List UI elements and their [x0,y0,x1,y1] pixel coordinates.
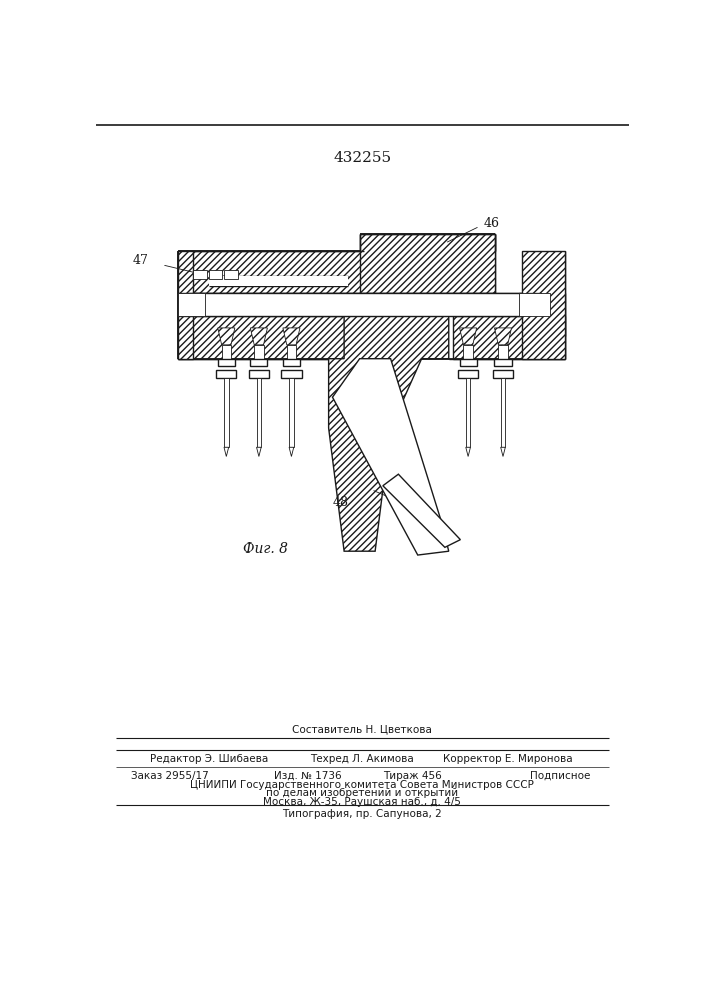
Text: Фиг. 8: Фиг. 8 [243,542,288,556]
Polygon shape [501,447,506,456]
Bar [452,316,565,359]
Bar [177,293,522,316]
Text: 46: 46 [484,217,500,230]
Bar [281,370,301,378]
Bar [289,378,293,447]
Text: 47: 47 [133,254,149,267]
Bar [255,345,264,359]
Bar [466,378,470,447]
Text: Изд. № 1736: Изд. № 1736 [274,771,342,781]
Bar [522,251,565,359]
Bar [494,359,512,366]
Text: ЦНИИПИ Государственного комитета Совета Министров СССР: ЦНИИПИ Государственного комитета Совета … [190,780,534,790]
Bar [501,378,506,447]
Polygon shape [218,328,235,345]
Bar [209,270,223,279]
Text: Тираж 456: Тираж 456 [383,771,442,781]
Polygon shape [187,293,203,303]
Text: Москва, Ж-35, Раушская наб., д. 4/5: Москва, Ж-35, Раушская наб., д. 4/5 [263,797,461,807]
Text: Составитель Н. Цветкова: Составитель Н. Цветкова [292,724,432,734]
Bar [177,251,360,293]
Bar [360,274,495,293]
Text: Подписное: Подписное [530,771,590,781]
Bar [360,234,495,274]
Bar [177,251,193,359]
Text: Типография, пр. Сапунова, 2: Типография, пр. Сапунова, 2 [282,809,442,819]
Bar [464,345,473,359]
Bar [518,293,549,316]
Bar [498,345,508,359]
Bar [257,378,261,447]
Text: по делам изобретений и открытий: по делам изобретений и открытий [266,788,458,798]
Text: Заказ 2955/17: Заказ 2955/17 [131,771,209,781]
Polygon shape [257,447,261,456]
Bar [177,293,193,336]
Bar [218,359,235,366]
Polygon shape [250,328,267,345]
Polygon shape [494,328,512,345]
Polygon shape [466,447,470,456]
Bar [283,359,300,366]
Bar [209,276,348,286]
Bar [224,270,238,279]
Bar [177,293,204,316]
Polygon shape [224,447,228,456]
Bar [458,370,478,378]
Bar [193,270,207,279]
Text: Корректор Е. Миронова: Корректор Е. Миронова [443,754,573,764]
Polygon shape [460,328,477,345]
Bar [250,359,267,366]
Polygon shape [383,474,460,547]
Bar [249,370,269,378]
Bar [222,345,231,359]
Text: Техред Л. Акимова: Техред Л. Акимова [310,754,414,764]
Polygon shape [360,234,495,293]
Bar [287,345,296,359]
Polygon shape [177,251,363,293]
Polygon shape [329,316,449,551]
Bar [518,293,565,336]
Bar [216,370,236,378]
Bar [460,359,477,366]
Bar [224,378,228,447]
Polygon shape [332,359,449,555]
Bar [177,316,363,359]
Text: 48: 48 [332,496,349,509]
Polygon shape [289,447,293,456]
Text: 432255: 432255 [334,151,392,165]
Bar [493,370,513,378]
Polygon shape [526,293,542,303]
Text: Редактор Э. Шибаева: Редактор Э. Шибаева [151,754,269,764]
Polygon shape [283,328,300,345]
